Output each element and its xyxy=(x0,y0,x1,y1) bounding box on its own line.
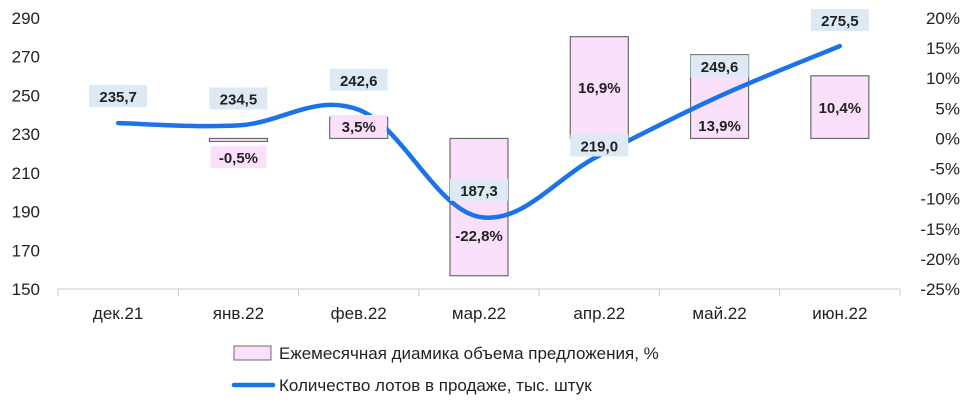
y-right-tick-label: -25% xyxy=(920,280,960,299)
x-tick-label: фев.22 xyxy=(331,304,387,323)
y-right-tick-label: -10% xyxy=(920,190,960,209)
x-tick-label: июн.22 xyxy=(812,304,867,323)
line-path xyxy=(115,43,843,220)
line-data-label: 242,6 xyxy=(340,73,378,90)
bar-data-label-box xyxy=(451,224,507,246)
y-left-tick-label: 150 xyxy=(12,280,40,299)
legend: Ежемесячная диамика объема предложения, … xyxy=(231,344,659,395)
y-left-tick-label: 270 xyxy=(12,48,40,67)
bar-data-label: 10,4% xyxy=(819,100,862,117)
bar xyxy=(449,137,509,277)
y-right-tick-label: -5% xyxy=(930,160,960,179)
x-tick-label: апр.22 xyxy=(573,304,625,323)
line-data-label-box xyxy=(690,55,749,78)
bar-data-label-box xyxy=(210,146,267,168)
y-right-tick-label: 5% xyxy=(935,99,960,118)
y-left-tick-label: 170 xyxy=(12,241,40,260)
line-data-label-box xyxy=(810,9,869,32)
bar xyxy=(208,137,269,143)
legend-bar-label: Ежемесячная диамика объема предложения, … xyxy=(279,344,659,363)
line-data-label-box xyxy=(450,178,508,201)
y-left-tick-label: 290 xyxy=(12,9,40,28)
bar-data-label-box xyxy=(691,114,748,136)
x-tick-label: янв.22 xyxy=(213,304,264,323)
line-data-labels: 235,7 234,5 242,6 187,3 219,0 249,6 275,5 xyxy=(89,9,869,201)
x-tick-label: дек.21 xyxy=(93,304,143,323)
line-data-label-box xyxy=(209,87,268,110)
y-left-tick-label: 230 xyxy=(12,125,40,144)
bar-data-label: -22,8% xyxy=(455,228,503,245)
bar-data-label: 16,9% xyxy=(578,80,621,97)
x-tick-label: май.22 xyxy=(692,304,746,323)
legend-bar-swatch xyxy=(233,345,272,361)
bar-data-labels: -0,5% 3,5% -22,8% 16,9% 13,9% 10,4% xyxy=(210,76,868,246)
y-right-tick-label: 0% xyxy=(935,129,960,148)
y-right-tick-label: 10% xyxy=(926,69,960,88)
y-left-tick-label: 210 xyxy=(12,164,40,183)
line-data-label-box xyxy=(89,85,148,108)
line-data-label: 275,5 xyxy=(821,13,859,30)
line-data-label-box xyxy=(570,134,629,157)
bar-data-label-box xyxy=(811,96,868,118)
line-data-label: 235,7 xyxy=(99,89,137,106)
bar-data-label-box xyxy=(330,115,387,137)
line-data-label: 249,6 xyxy=(701,59,739,76)
line-data-label: 234,5 xyxy=(220,91,258,108)
bar-data-label: -0,5% xyxy=(219,150,258,167)
line-series xyxy=(115,43,843,220)
y-right-tick-label: -15% xyxy=(920,220,960,239)
line-data-label-box xyxy=(329,68,388,91)
bar-data-label: 13,9% xyxy=(698,118,741,135)
line-data-label: 187,3 xyxy=(460,183,498,200)
y-left-tick-label: 190 xyxy=(12,203,40,222)
right-axis: -25% -20% -15% -10% -5% 0% 5% 10% 15% 20% xyxy=(920,9,960,299)
y-right-tick-label: 20% xyxy=(926,9,960,28)
bar-data-label-box xyxy=(571,76,628,98)
legend-line-label: Количество лотов в продаже, тыс. штук xyxy=(279,376,592,395)
y-left-tick-label: 250 xyxy=(12,86,40,105)
x-axis: дек.21 янв.22 фев.22 мар.22 апр.22 май.22 июн.… xyxy=(57,288,901,323)
bar-data-label: 3,5% xyxy=(342,119,376,136)
x-tick-label: мар.22 xyxy=(452,304,506,323)
y-right-tick-label: 15% xyxy=(926,39,960,58)
left-axis: 150 170 190 210 230 250 270 290 xyxy=(12,9,40,299)
line-data-label: 219,0 xyxy=(581,138,619,155)
y-right-tick-label: -20% xyxy=(920,250,960,269)
